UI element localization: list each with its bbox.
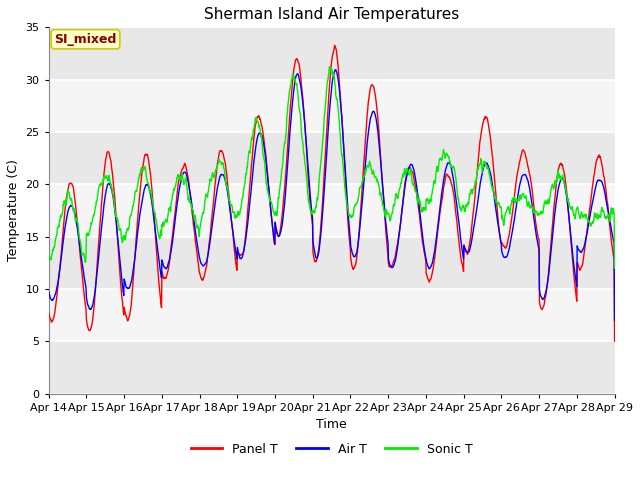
Bar <box>49 132 614 184</box>
Bar <box>49 341 614 394</box>
Bar <box>49 27 614 80</box>
Bar <box>49 80 614 132</box>
Bar <box>49 184 614 237</box>
Title: Sherman Island Air Temperatures: Sherman Island Air Temperatures <box>204 7 460 22</box>
X-axis label: Time: Time <box>316 418 347 431</box>
Bar <box>49 289 614 341</box>
Legend: Panel T, Air T, Sonic T: Panel T, Air T, Sonic T <box>186 438 477 461</box>
Y-axis label: Temperature (C): Temperature (C) <box>7 159 20 262</box>
Bar <box>49 237 614 289</box>
Text: SI_mixed: SI_mixed <box>54 33 116 46</box>
